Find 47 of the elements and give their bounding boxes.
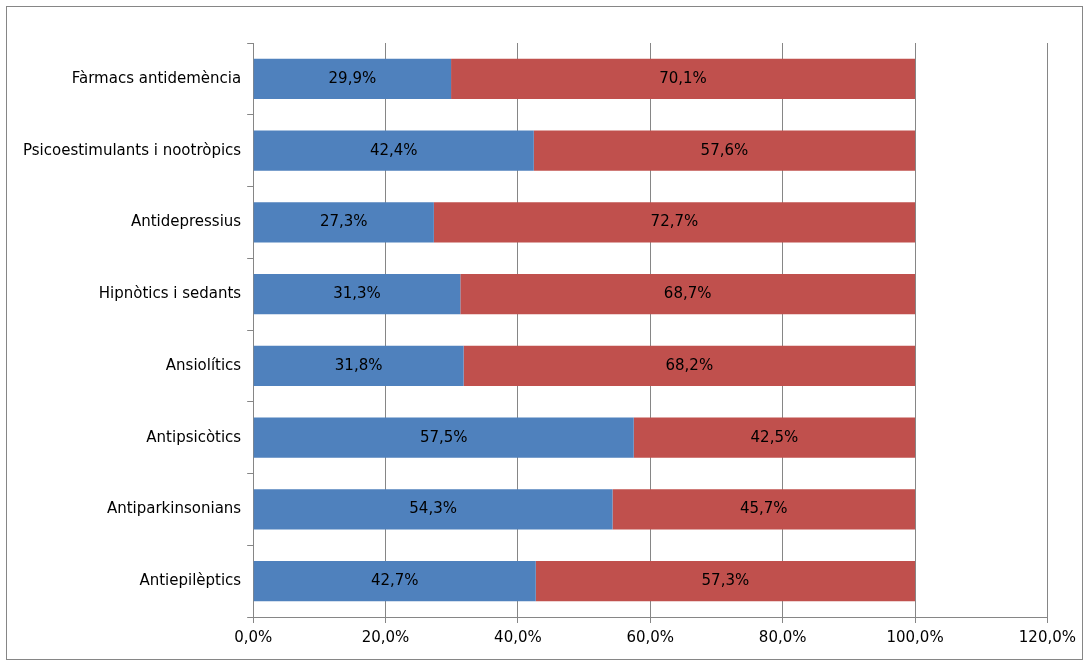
bar [463, 345, 916, 386]
y-tick-label: Antiparkinsonians [106, 499, 242, 518]
x-tick-label: 120,0% [1018, 627, 1076, 646]
y-tick-label: Hipnòtics i sedants [98, 284, 242, 303]
bar [433, 202, 916, 243]
data-label: 57,3% [701, 571, 750, 590]
bar [253, 489, 613, 530]
data-label: 42,4% [369, 140, 418, 159]
x-tick-label: 20,0% [361, 627, 410, 646]
data-label: 54,3% [409, 499, 457, 518]
bar [253, 561, 536, 602]
data-label: 70,1% [659, 68, 707, 87]
data-label: 42,5% [750, 427, 799, 446]
y-tick-label: Ansiolítics [165, 355, 242, 374]
data-label: 68,7% [663, 284, 712, 303]
y-tick-label: Antidepressius [130, 212, 242, 231]
y-tick-label: Antiepilèptics [139, 571, 242, 590]
data-label: 72,7% [650, 212, 699, 231]
bar [451, 58, 916, 99]
y-tick-label: Psicoestimulants i nootròpics [22, 140, 242, 159]
bar [253, 130, 534, 171]
x-tick-label: 80,0% [758, 627, 807, 646]
bar [253, 417, 634, 458]
bar [253, 58, 452, 99]
y-tick-label: Antipsicòtics [146, 427, 242, 446]
data-label: 57,5% [419, 427, 468, 446]
y-tick-label: Fàrmacs antidemència [71, 68, 242, 87]
bar [533, 130, 916, 171]
data-label: 45,7% [739, 499, 788, 518]
data-label: 31,8% [334, 355, 383, 374]
bar [253, 202, 434, 243]
data-label: 42,7% [370, 571, 419, 590]
bar [535, 561, 916, 602]
bar [253, 274, 461, 315]
x-tick-label: 60,0% [626, 627, 675, 646]
bar [612, 489, 916, 530]
bar [253, 345, 464, 386]
data-label: 31,3% [333, 284, 381, 303]
bar [633, 417, 916, 458]
data-label: 27,3% [319, 212, 368, 231]
x-tick-label: 0,0% [234, 627, 273, 646]
x-tick-label: 40,0% [494, 627, 542, 646]
data-label: 68,2% [665, 355, 714, 374]
data-label: 29,9% [328, 68, 377, 87]
bar [460, 274, 916, 315]
x-tick-label: 100,0% [886, 627, 944, 646]
data-label: 57,6% [700, 140, 749, 159]
